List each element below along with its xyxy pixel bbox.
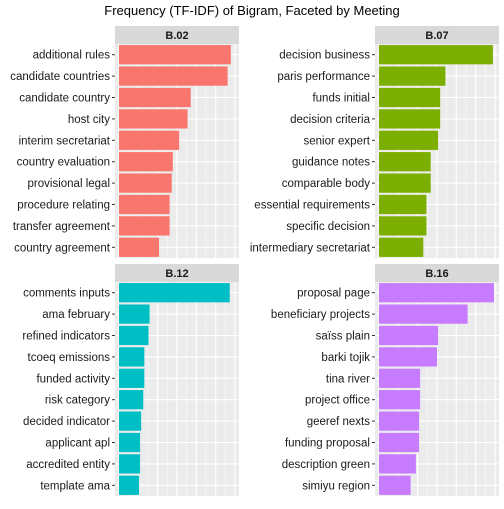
y-tick-label: decision criteria bbox=[290, 114, 370, 126]
bar bbox=[119, 130, 180, 150]
bar bbox=[119, 66, 228, 86]
y-tick-label: candidate countries bbox=[10, 71, 110, 83]
facet-panel-b-12: B.12 comments inputs ama february refined i… bbox=[22, 264, 239, 496]
y-tick-label: funds initial bbox=[312, 93, 370, 105]
facet-strip-label: B.12 bbox=[165, 268, 188, 280]
y-tick-label: simiyu region bbox=[302, 480, 370, 492]
y-tick-label: paris performance bbox=[277, 71, 370, 83]
y-tick-label: transfer agreement bbox=[13, 221, 111, 233]
bar bbox=[379, 109, 441, 129]
bar bbox=[119, 304, 150, 324]
y-tick-label: essential requirements bbox=[254, 200, 370, 212]
bar bbox=[119, 475, 140, 495]
y-tick-label: saïss plain bbox=[316, 331, 370, 343]
facet-panel-b-07: B.07 decision business paris performance fu… bbox=[250, 26, 499, 258]
facet-strip bbox=[375, 26, 499, 44]
bar bbox=[119, 390, 144, 410]
bar bbox=[119, 152, 173, 172]
y-tick-label: country evaluation bbox=[17, 157, 110, 169]
bar bbox=[119, 216, 170, 236]
y-tick-label: barki tojik bbox=[321, 352, 370, 364]
y-tick-label: candidate country bbox=[19, 93, 110, 105]
y-tick-label: provisional legal bbox=[28, 178, 110, 190]
bar bbox=[119, 454, 141, 474]
y-tick-label: interim secretariat bbox=[19, 135, 111, 147]
bar bbox=[379, 237, 424, 257]
y-tick-label: proposal page bbox=[297, 288, 370, 300]
y-tick-label: comments inputs bbox=[23, 288, 110, 300]
y-tick-label: host city bbox=[68, 114, 110, 126]
bar bbox=[379, 411, 420, 431]
bar bbox=[379, 216, 427, 236]
bar bbox=[379, 66, 446, 86]
facet-strip-label: B.07 bbox=[425, 30, 448, 42]
y-tick-label: comparable body bbox=[282, 178, 370, 190]
y-tick-label: funded activity bbox=[36, 373, 110, 385]
bar bbox=[119, 283, 230, 303]
y-tick-label: accredited entity bbox=[26, 459, 110, 471]
bar bbox=[119, 237, 160, 257]
bar bbox=[379, 173, 431, 193]
bar bbox=[119, 194, 170, 215]
facet-strip-label: B.02 bbox=[165, 30, 188, 42]
bar bbox=[379, 475, 411, 495]
facet-strip bbox=[115, 264, 239, 282]
y-tick-label: ama february bbox=[42, 309, 110, 321]
y-tick-label: senior expert bbox=[304, 135, 371, 147]
y-tick-label: country agreement bbox=[14, 242, 111, 254]
bar bbox=[379, 194, 427, 215]
y-tick-label: additional rules bbox=[33, 50, 111, 62]
facet-panel-b-02: B.02 additional rules candidate countries c… bbox=[10, 26, 239, 258]
bar bbox=[119, 87, 191, 108]
bar bbox=[379, 368, 421, 388]
facet-strip bbox=[115, 26, 239, 44]
y-tick-label: funding proposal bbox=[285, 438, 370, 450]
bar bbox=[379, 325, 439, 346]
y-tick-label: applicant apl bbox=[45, 438, 110, 450]
y-tick-label: tina river bbox=[326, 373, 370, 385]
facet-panel-b-16: B.16 proposal page beneficiary projects saï… bbox=[271, 264, 499, 496]
y-tick-label: description green bbox=[282, 459, 370, 471]
bar bbox=[379, 130, 439, 150]
bar bbox=[379, 390, 421, 410]
y-tick-label: decided indicator bbox=[23, 416, 110, 428]
bar bbox=[379, 87, 441, 108]
bar bbox=[119, 45, 231, 65]
y-tick-label: risk category bbox=[45, 395, 110, 407]
chart-title: Frequency (TF-IDF) of Bigram, Faceted by… bbox=[104, 3, 399, 18]
facet-strip bbox=[375, 264, 499, 282]
bar bbox=[379, 283, 494, 303]
facet-strip-label: B.16 bbox=[425, 268, 448, 280]
bar bbox=[119, 411, 142, 431]
y-tick-label: specific decision bbox=[286, 221, 370, 233]
y-tick-label: refined indicators bbox=[22, 331, 110, 343]
bar bbox=[119, 173, 172, 193]
bar bbox=[379, 45, 493, 65]
y-tick-label: decision business bbox=[279, 50, 370, 62]
bar bbox=[379, 304, 468, 324]
bar bbox=[379, 454, 416, 474]
y-tick-label: geeref nexts bbox=[307, 416, 371, 428]
y-tick-label: guidance notes bbox=[292, 157, 370, 169]
y-tick-label: beneficiary projects bbox=[271, 309, 370, 321]
bar bbox=[379, 152, 431, 172]
y-tick-label: tcoeq emissions bbox=[28, 352, 111, 364]
y-tick-label: intermediary secretariat bbox=[250, 242, 371, 254]
bar bbox=[379, 347, 437, 367]
bar bbox=[119, 347, 145, 367]
bar bbox=[119, 109, 188, 129]
bar bbox=[379, 432, 420, 453]
bar bbox=[119, 432, 141, 453]
bar bbox=[119, 368, 145, 388]
bar bbox=[119, 325, 149, 346]
y-tick-label: project office bbox=[305, 395, 370, 407]
y-tick-label: template ama bbox=[40, 480, 110, 492]
y-tick-label: procedure relating bbox=[17, 200, 110, 212]
